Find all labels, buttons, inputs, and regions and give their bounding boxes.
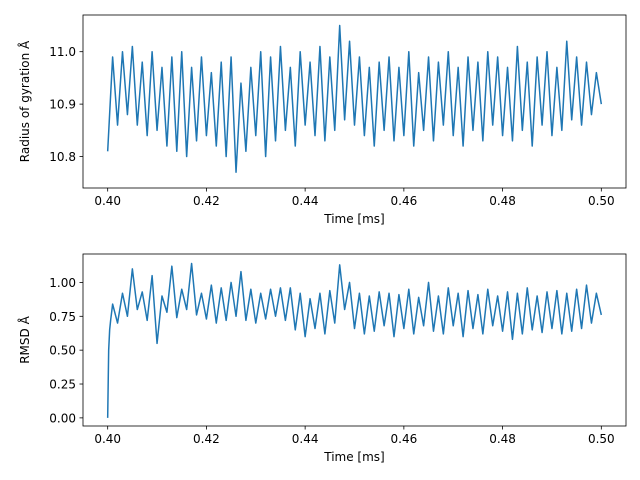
y-tick-label: 11.0 bbox=[49, 45, 76, 59]
x-tick-label: 0.46 bbox=[391, 194, 418, 208]
x-axis-label: Time [ms] bbox=[323, 212, 385, 226]
plot-frame bbox=[82, 14, 627, 189]
x-tick-label: 0.48 bbox=[489, 194, 516, 208]
x-tick-label: 0.40 bbox=[94, 432, 121, 446]
y-tick-label: 10.9 bbox=[49, 98, 76, 112]
x-tick-label: 0.50 bbox=[588, 432, 615, 446]
series-line-1 bbox=[106, 262, 603, 418]
y-tick-label: 0.75 bbox=[49, 310, 76, 324]
y-tick-label: 1.00 bbox=[49, 276, 76, 290]
x-tick-label: 0.40 bbox=[94, 194, 121, 208]
x-tick-label: 0.44 bbox=[292, 432, 319, 446]
x-tick-label: 0.44 bbox=[292, 194, 319, 208]
chart-1: 0.40 0.42 0.44 0.46 0.48 0.50 10.8 10.9 11.0 Time… bbox=[17, 14, 627, 226]
series-line-1 bbox=[106, 24, 603, 174]
y-tick-label: 0.50 bbox=[49, 344, 76, 358]
chart-2: 0.40 0.42 0.44 0.46 0.48 0.50 0.00 0.25 0.50 0.75… bbox=[17, 253, 627, 464]
y-tick-label: 10.8 bbox=[49, 150, 76, 164]
x-tick-label: 0.50 bbox=[588, 194, 615, 208]
x-tick-label: 0.46 bbox=[391, 432, 418, 446]
plot-frame bbox=[82, 253, 627, 427]
y-tick-label: 0.25 bbox=[49, 378, 76, 392]
x-tick-label: 0.42 bbox=[193, 432, 220, 446]
x-axis-label: Time [ms] bbox=[323, 450, 385, 464]
y-tick-label: 0.00 bbox=[49, 411, 76, 425]
y-axis-label: Radius of gyration Å bbox=[17, 40, 32, 162]
x-tick-label: 0.42 bbox=[193, 194, 220, 208]
y-axis-label: RMSD Å bbox=[17, 315, 32, 363]
x-tick-label: 0.48 bbox=[489, 432, 516, 446]
